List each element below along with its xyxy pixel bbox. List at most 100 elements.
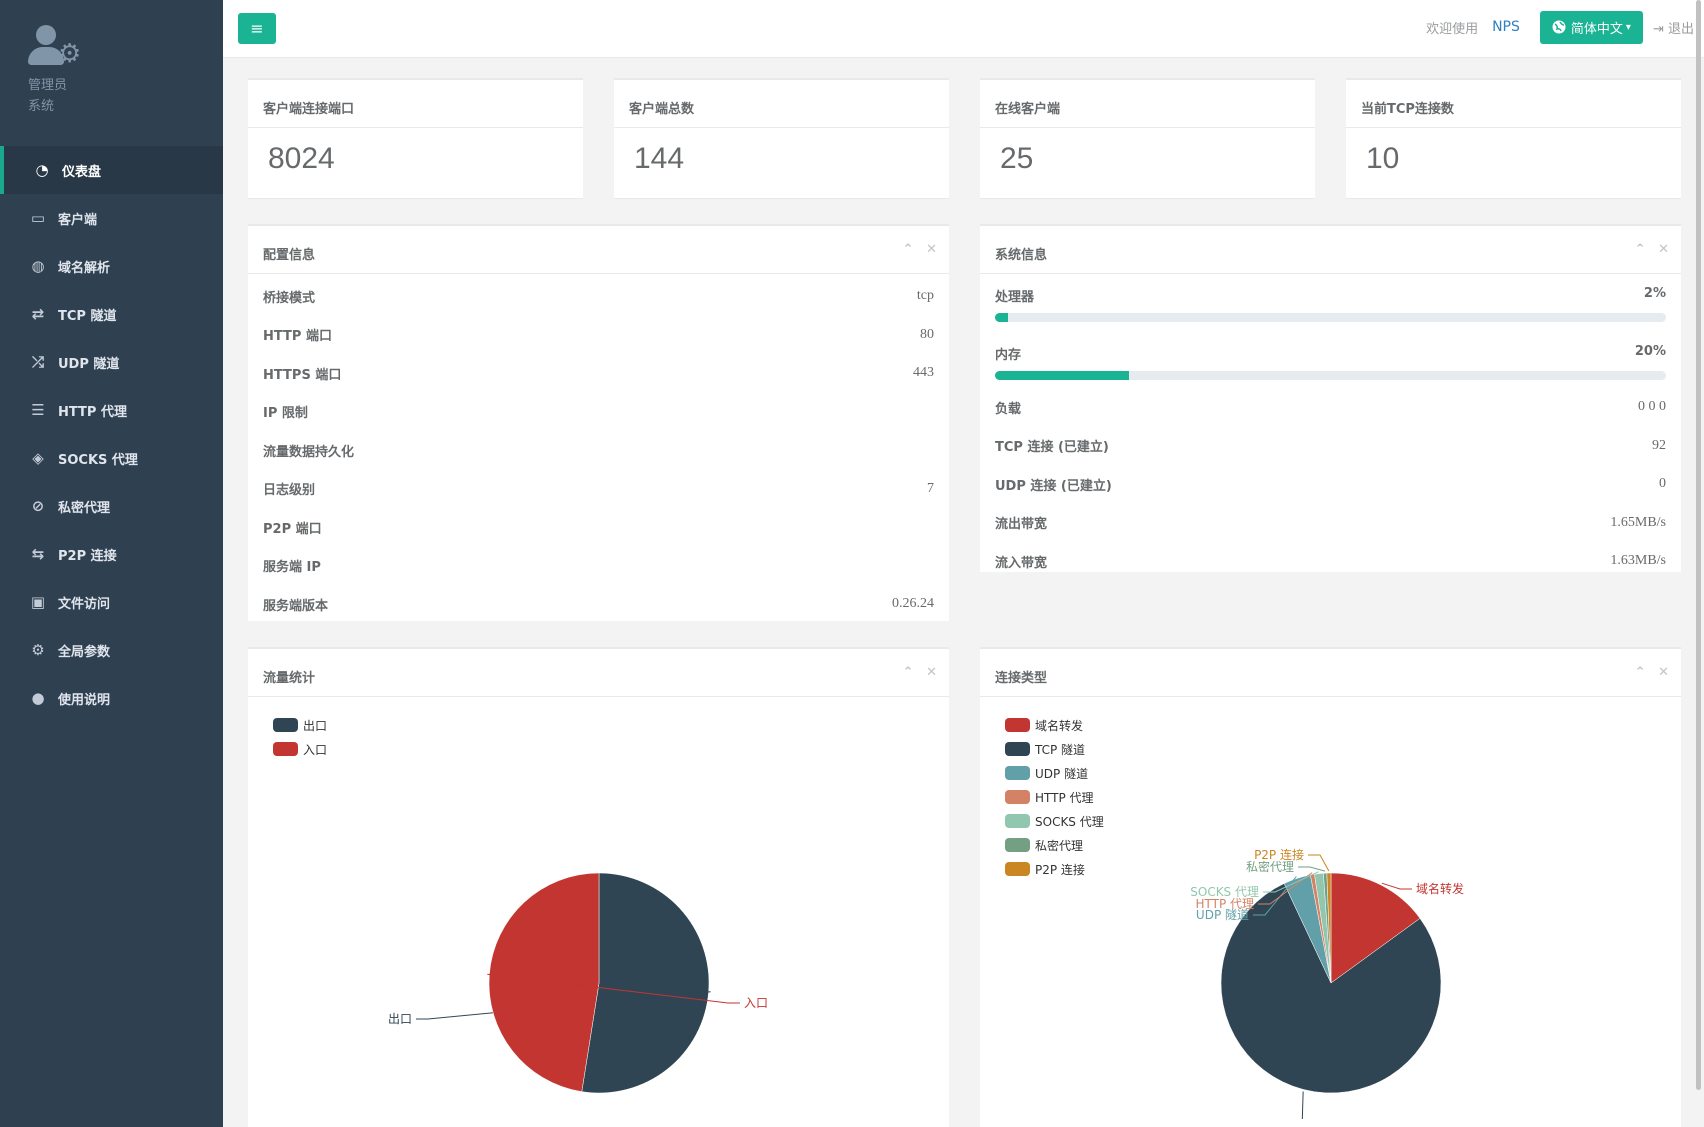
config-key: 日志级别 (263, 483, 316, 499)
cpu-progress-bar (995, 313, 1666, 322)
legend-swatch (273, 718, 298, 732)
memory-label: 内存 (995, 348, 1022, 363)
config-key: HTTPS 端口 (263, 367, 342, 383)
eye-slash-icon: ⊘ (31, 497, 45, 515)
legend-swatch (273, 742, 298, 756)
sidebar-item-label: P2P 连接 (58, 548, 117, 564)
desktop-icon: ▭ (30, 209, 46, 227)
dashboard-icon: ◔ (35, 161, 49, 179)
logout-label: 退出 (1667, 21, 1694, 37)
close-icon[interactable]: ✕ (1658, 665, 1669, 680)
collapse-icon[interactable]: ⌃ (1634, 665, 1646, 680)
memory-progress-bar (995, 371, 1666, 380)
briefcase-icon: ▣ (30, 593, 46, 611)
legend-label: 域名转发 (1035, 718, 1084, 733)
sidebar-item-2[interactable]: ◍ 域名解析 (0, 242, 223, 290)
pie-label: SOCKS 代理 (1190, 885, 1259, 899)
config-key: 流量数据持久化 (263, 444, 355, 460)
sidebar-item-1[interactable]: ▭ 客户端 (0, 194, 223, 242)
page-scrollbar[interactable] (1696, 0, 1701, 1090)
sidebar-item-label: 客户端 (58, 212, 98, 228)
panel-title: 流量统计 (263, 671, 316, 686)
legend-swatch (1005, 766, 1030, 780)
language-dropdown-button[interactable]: 简体中文 ▾ (1539, 10, 1643, 44)
exchange-icon: ⇆ (31, 545, 45, 563)
system-value: 1.63MB/s (1610, 553, 1666, 569)
stat-value: 144 (634, 142, 685, 175)
pie-slice[interactable] (1220, 883, 1442, 1094)
config-value: 443 (913, 365, 934, 381)
sidebar-item-5[interactable]: ☰ HTTP 代理 (0, 386, 223, 434)
pie-label-line (1253, 876, 1297, 916)
sidebar-item-9[interactable]: ▣ 文件访问 (0, 578, 223, 626)
legend-item[interactable]: HTTP 代理 (1005, 785, 1104, 809)
pie-slice[interactable] (488, 872, 600, 1092)
collapse-icon[interactable]: ⌃ (902, 242, 914, 257)
legend-item[interactable]: TCP 隧道 (1005, 737, 1104, 761)
config-row: HTTPS 端口 443 (248, 354, 949, 393)
pie-slice[interactable] (581, 872, 710, 1094)
profile-role: 系统 (28, 99, 55, 114)
close-icon[interactable]: ✕ (1658, 242, 1669, 257)
sidebar-item-label: 私密代理 (58, 500, 111, 516)
legend-label: P2P 连接 (1035, 862, 1085, 877)
brand-link[interactable]: NPS (1492, 19, 1520, 35)
stat-value: 8024 (268, 142, 335, 175)
legend-item[interactable]: 域名转发 (1005, 713, 1104, 737)
legend-swatch (1005, 742, 1030, 756)
layers-icon: ◈ (32, 449, 44, 467)
sidebar-item-10[interactable]: ⚙ 全局参数 (0, 626, 223, 674)
system-panel: 系统信息 ⌃ ✕ 处理器 2% 内存 20% 负载 0 0 0 TCP 连接 (已建立)… (980, 224, 1681, 572)
pie-label-line (1301, 1091, 1304, 1119)
system-value: 1.65MB/s (1610, 514, 1666, 530)
legend-item[interactable]: UDP 隧道 (1005, 761, 1104, 785)
pie-label: 入口 (744, 996, 768, 1010)
system-value: 0 0 0 (1638, 399, 1666, 415)
legend-item[interactable]: P2P 连接 (1005, 857, 1104, 881)
connection-legend: 域名转发 TCP 隧道 UDP 隧道 HTTP 代理 SOCKS 代理 私密代理 P2P 连… (1005, 713, 1104, 881)
sidebar-item-label: 域名解析 (58, 260, 111, 276)
sidebar-item-label: 使用说明 (58, 692, 111, 708)
profile-name[interactable]: 管理员 (28, 78, 68, 93)
legend-swatch (1005, 814, 1030, 828)
sidebar-item-4[interactable]: ⤮ UDP 隧道 (0, 338, 223, 386)
legend-item[interactable]: 出口 (273, 713, 327, 737)
sidebar-item-label: 文件访问 (58, 596, 111, 612)
collapse-icon[interactable]: ⌃ (902, 665, 914, 680)
memory-row: 内存 20% (980, 332, 1681, 380)
pie-slice[interactable] (1330, 872, 1421, 984)
sidebar-item-7[interactable]: ⊘ 私密代理 (0, 482, 223, 530)
logout-link[interactable]: ⇥ 退出 (1653, 18, 1694, 37)
config-value: 0.26.24 (892, 596, 934, 612)
pie-slice[interactable] (1326, 872, 1332, 984)
legend-label: 入口 (303, 742, 328, 757)
config-value: tcp (916, 288, 934, 304)
system-row: TCP 连接 (已建立) 92 (980, 427, 1681, 466)
sidebar-item-3[interactable]: ⇄ TCP 隧道 (0, 290, 223, 338)
admin-user-icon[interactable]: ⚙ (28, 25, 81, 69)
legend-item[interactable]: 入口 (273, 737, 327, 761)
memory-value: 20% (1634, 344, 1666, 359)
sidebar-item-6[interactable]: ◈ SOCKS 代理 (0, 434, 223, 482)
sidebar-item-8[interactable]: ⇆ P2P 连接 (0, 530, 223, 578)
sidebar-item-11[interactable]: ● 使用说明 (0, 674, 223, 722)
language-label: 简体中文 (1570, 21, 1623, 37)
system-row: UDP 连接 (已建立) 0 (980, 465, 1681, 504)
pie-label: 域名转发 (1416, 881, 1464, 896)
collapse-icon[interactable]: ⌃ (1634, 242, 1646, 257)
close-icon[interactable]: ✕ (926, 242, 937, 257)
config-key: P2P 端口 (263, 521, 322, 537)
sidebar-item-0[interactable]: ◔ 仪表盘 (0, 146, 223, 194)
close-icon[interactable]: ✕ (926, 665, 937, 680)
globe-icon (1552, 20, 1566, 34)
sidebar-nav: ◔ 仪表盘 ▭ 客户端 ◍ 域名解析 ⇄ TCP 隧道 ⤮ UDP 隧道 ☰ HTTP 代理 ◈ SOCK… (0, 146, 223, 722)
sign-out-icon: ⇥ (1652, 21, 1664, 37)
panel-title: 系统信息 (995, 248, 1048, 263)
legend-item[interactable]: 私密代理 (1005, 833, 1104, 857)
profile: ⚙ 管理员 系统 (0, 0, 223, 146)
system-key: 流入带宽 (995, 555, 1048, 571)
system-row: 流出带宽 1.65MB/s (980, 504, 1681, 543)
menu-toggle-button[interactable]: ≡ (238, 13, 276, 44)
legend-item[interactable]: SOCKS 代理 (1005, 809, 1104, 833)
system-key: 负载 (995, 401, 1022, 417)
